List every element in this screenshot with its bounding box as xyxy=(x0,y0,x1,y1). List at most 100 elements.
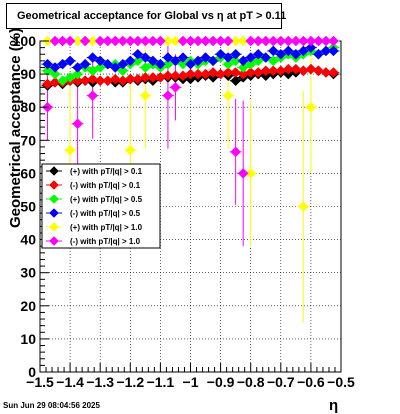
legend-marker xyxy=(49,194,59,204)
data-point xyxy=(200,52,211,63)
data-point xyxy=(207,55,219,67)
data-point xyxy=(245,168,257,179)
x-tick-label: −1.3 xyxy=(86,374,114,390)
data-point xyxy=(79,58,91,70)
data-point xyxy=(260,65,272,77)
data-point xyxy=(124,144,136,156)
data-point xyxy=(290,48,302,60)
data-point xyxy=(192,35,204,47)
legend-entry: (-) with pT/|q| > 0.5 xyxy=(70,209,141,218)
data-point xyxy=(185,35,196,47)
data-point xyxy=(170,35,181,47)
y-tick-label: 80 xyxy=(20,99,36,115)
data-point xyxy=(298,35,309,47)
legend: (+) with pT/|q| > 0.1 (-) with pT/|q| > 0… xyxy=(41,163,161,249)
data-point xyxy=(139,90,151,101)
data-point xyxy=(298,45,309,57)
data-point xyxy=(64,144,76,156)
y-tick-label: 10 xyxy=(20,331,36,347)
data-point xyxy=(245,52,257,63)
x-tick-label: −0.6 xyxy=(297,374,325,390)
data-point xyxy=(147,55,159,67)
data-point xyxy=(267,45,279,57)
data-point xyxy=(42,65,53,77)
data-point xyxy=(328,35,339,47)
data-point xyxy=(139,52,151,63)
legend-marker xyxy=(49,166,59,176)
data-point xyxy=(313,65,324,77)
data-point xyxy=(245,35,257,47)
x-tick-label: −1.4 xyxy=(56,374,84,390)
data-point xyxy=(124,35,136,47)
data-point xyxy=(328,67,339,78)
y-tick-label: 90 xyxy=(20,66,36,82)
data-point xyxy=(94,62,106,73)
legend-box xyxy=(41,163,161,249)
data-point xyxy=(87,73,99,85)
data-point xyxy=(155,35,166,47)
data-point xyxy=(155,58,166,70)
data-point xyxy=(79,35,91,47)
data-point xyxy=(328,45,339,57)
legend-marker xyxy=(49,208,59,218)
data-point xyxy=(237,62,249,73)
data-point xyxy=(102,58,114,70)
legend-entry: (+) with pT/|q| > 0.5 xyxy=(70,195,143,204)
data-point xyxy=(117,58,129,70)
x-axis-title: η xyxy=(329,397,338,414)
data-point xyxy=(237,168,249,179)
data-point xyxy=(109,73,121,85)
data-point xyxy=(132,55,144,67)
y-tick-label: 50 xyxy=(20,199,36,215)
data-point xyxy=(282,63,294,75)
data-point xyxy=(57,75,68,87)
data-point xyxy=(267,55,279,67)
data-point xyxy=(222,35,234,47)
data-point xyxy=(305,35,317,47)
x-tick-label: −0.8 xyxy=(237,374,265,390)
data-point xyxy=(162,90,174,101)
data-point xyxy=(87,52,99,63)
chart-title: Geometrical acceptance for Global vs η a… xyxy=(6,3,286,29)
data-point xyxy=(57,58,68,70)
data-point xyxy=(222,58,234,70)
data-point xyxy=(237,35,249,47)
data-point xyxy=(313,48,324,60)
data-point xyxy=(109,62,121,73)
data-point xyxy=(170,81,181,93)
data-point xyxy=(132,48,144,60)
data-point xyxy=(230,35,242,47)
data-point xyxy=(260,52,272,63)
data-point xyxy=(94,35,106,47)
y-tick-label: 40 xyxy=(20,232,36,248)
data-point xyxy=(124,73,136,85)
data-point xyxy=(313,35,324,47)
data-point xyxy=(230,55,242,67)
data-point xyxy=(117,65,129,77)
data-point xyxy=(139,72,151,83)
data-point xyxy=(72,68,83,80)
y-tick-label: 0 xyxy=(28,364,36,380)
data-point xyxy=(192,55,204,67)
legend-marker xyxy=(49,236,59,246)
data-point xyxy=(72,35,83,47)
data-point xyxy=(290,63,302,75)
data-point xyxy=(305,63,317,75)
data-point xyxy=(147,35,159,47)
data-point xyxy=(298,201,309,212)
data-point xyxy=(252,55,264,67)
data-point xyxy=(42,58,53,70)
data-point xyxy=(222,67,234,78)
data-point xyxy=(275,48,287,60)
data-point xyxy=(57,35,68,47)
data-point xyxy=(49,68,61,80)
data-point xyxy=(222,90,234,101)
data-points xyxy=(42,35,339,212)
data-point xyxy=(215,35,226,47)
data-point xyxy=(290,35,302,47)
data-point xyxy=(275,35,287,47)
data-point xyxy=(177,58,189,70)
data-point xyxy=(230,67,242,78)
data-point xyxy=(139,35,151,47)
